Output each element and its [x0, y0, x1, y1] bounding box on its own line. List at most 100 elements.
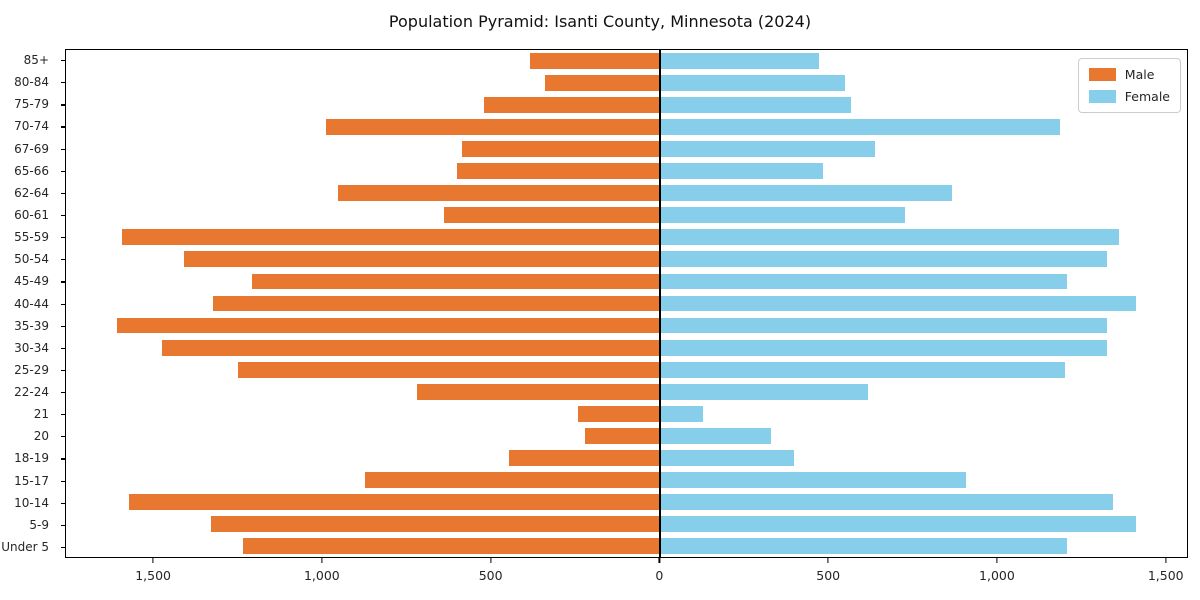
- bar-female: [659, 471, 966, 488]
- bar-male: [211, 515, 660, 532]
- bar-female: [659, 383, 869, 400]
- y-tick: [61, 148, 65, 150]
- x-tick: [658, 558, 660, 563]
- y-tick: [61, 325, 65, 327]
- bar-female: [659, 317, 1108, 334]
- bar-male: [243, 538, 660, 554]
- bar-female: [659, 427, 771, 444]
- bar-female: [659, 119, 1061, 136]
- bar-female: [659, 207, 906, 224]
- bars-layer: [66, 50, 1187, 557]
- y-tick-label: 21: [33, 407, 49, 422]
- bar-female: [659, 515, 1137, 532]
- x-tick-label: 1,500: [1147, 568, 1184, 583]
- bar-male: [238, 361, 660, 378]
- legend: Male Female: [1077, 58, 1181, 113]
- bar-male: [544, 75, 660, 91]
- y-tick: [61, 126, 65, 128]
- x-tick-label: 0: [655, 568, 664, 583]
- x-tick: [1165, 558, 1167, 563]
- bar-female: [659, 185, 953, 202]
- x-tick-label: 1,500: [135, 568, 171, 583]
- bar-female: [659, 163, 823, 180]
- legend-label-male: Male: [1124, 67, 1155, 82]
- y-tick: [61, 347, 65, 349]
- y-tick-label: 45-49: [14, 274, 49, 289]
- bar-male: [337, 185, 660, 202]
- y-tick-label: 30-34: [14, 340, 49, 355]
- bar-female: [659, 97, 852, 114]
- male-color-swatch: [1088, 68, 1116, 81]
- bar-male: [578, 405, 660, 422]
- y-tick: [61, 458, 65, 460]
- y-tick-label: 75-79: [14, 97, 49, 112]
- bar-male: [364, 471, 660, 488]
- y-tick: [61, 214, 65, 217]
- bar-male: [484, 97, 660, 114]
- y-tick: [61, 414, 65, 416]
- y-tick-label: 15-17: [14, 473, 49, 488]
- y-tick-label: 80-84: [14, 75, 49, 90]
- female-color-swatch: [1088, 90, 1116, 103]
- bar-male: [443, 207, 660, 224]
- bar-male: [212, 295, 660, 312]
- bar-male: [251, 273, 660, 290]
- bar-male: [116, 317, 660, 334]
- bar-female: [659, 339, 1108, 356]
- bar-male: [416, 383, 660, 400]
- x-tick-label: 1,000: [979, 568, 1015, 583]
- bar-male: [184, 251, 660, 268]
- y-tick: [61, 281, 65, 283]
- bar-male: [162, 339, 660, 356]
- x-axis: 1,500 1,000 500 0 500 1,000 1,500: [65, 558, 1188, 598]
- x-tick: [321, 558, 323, 563]
- y-tick-label: 65-66: [14, 163, 49, 178]
- plot-area: Male Female: [65, 49, 1188, 558]
- bar-male: [325, 119, 660, 136]
- y-tick: [61, 60, 65, 62]
- y-tick: [61, 524, 65, 526]
- bar-female: [659, 229, 1120, 246]
- bar-female: [659, 361, 1066, 378]
- y-tick: [61, 104, 65, 106]
- y-tick-label: 5-9: [29, 517, 49, 532]
- y-tick: [61, 259, 65, 261]
- y-tick: [61, 480, 65, 482]
- y-tick: [61, 369, 65, 372]
- y-tick: [61, 82, 65, 84]
- bar-male: [529, 53, 660, 69]
- y-tick: [61, 392, 65, 394]
- y-tick: [61, 436, 65, 438]
- bar-female: [659, 273, 1068, 290]
- bar-female: [659, 295, 1137, 312]
- x-tick: [490, 558, 492, 563]
- zero-axis-line: [659, 50, 661, 557]
- y-tick-label: Under 5: [1, 539, 49, 554]
- y-tick-label: 62-64: [14, 185, 49, 200]
- y-tick-label: 70-74: [14, 119, 49, 134]
- x-tick: [996, 558, 998, 563]
- y-axis-labels: 85+ 80-84 75-79 70-74 67-69 65-66 62-64 60-61 55…: [0, 49, 57, 558]
- bar-male: [509, 449, 660, 466]
- x-tick: [827, 558, 829, 563]
- y-tick-label: 10-14: [14, 495, 49, 510]
- x-tick: [152, 558, 154, 563]
- y-tick-label: 50-54: [14, 252, 49, 267]
- bar-female: [659, 538, 1068, 554]
- y-tick: [61, 502, 65, 504]
- bar-male: [585, 427, 660, 444]
- y-tick-label: 18-19: [14, 451, 49, 466]
- bar-male: [457, 163, 660, 180]
- legend-label-female: Female: [1124, 89, 1170, 104]
- y-tick-label: 85+: [23, 53, 49, 68]
- y-tick-label: 40-44: [14, 296, 49, 311]
- legend-item-female: Female: [1088, 89, 1170, 104]
- bar-male: [121, 229, 660, 246]
- y-tick-label: 25-29: [14, 362, 49, 377]
- x-tick-label: 500: [478, 568, 503, 583]
- y-tick-label: 55-59: [14, 230, 49, 245]
- y-tick: [61, 192, 65, 195]
- bar-female: [659, 449, 795, 466]
- y-tick-label: 20: [33, 429, 49, 444]
